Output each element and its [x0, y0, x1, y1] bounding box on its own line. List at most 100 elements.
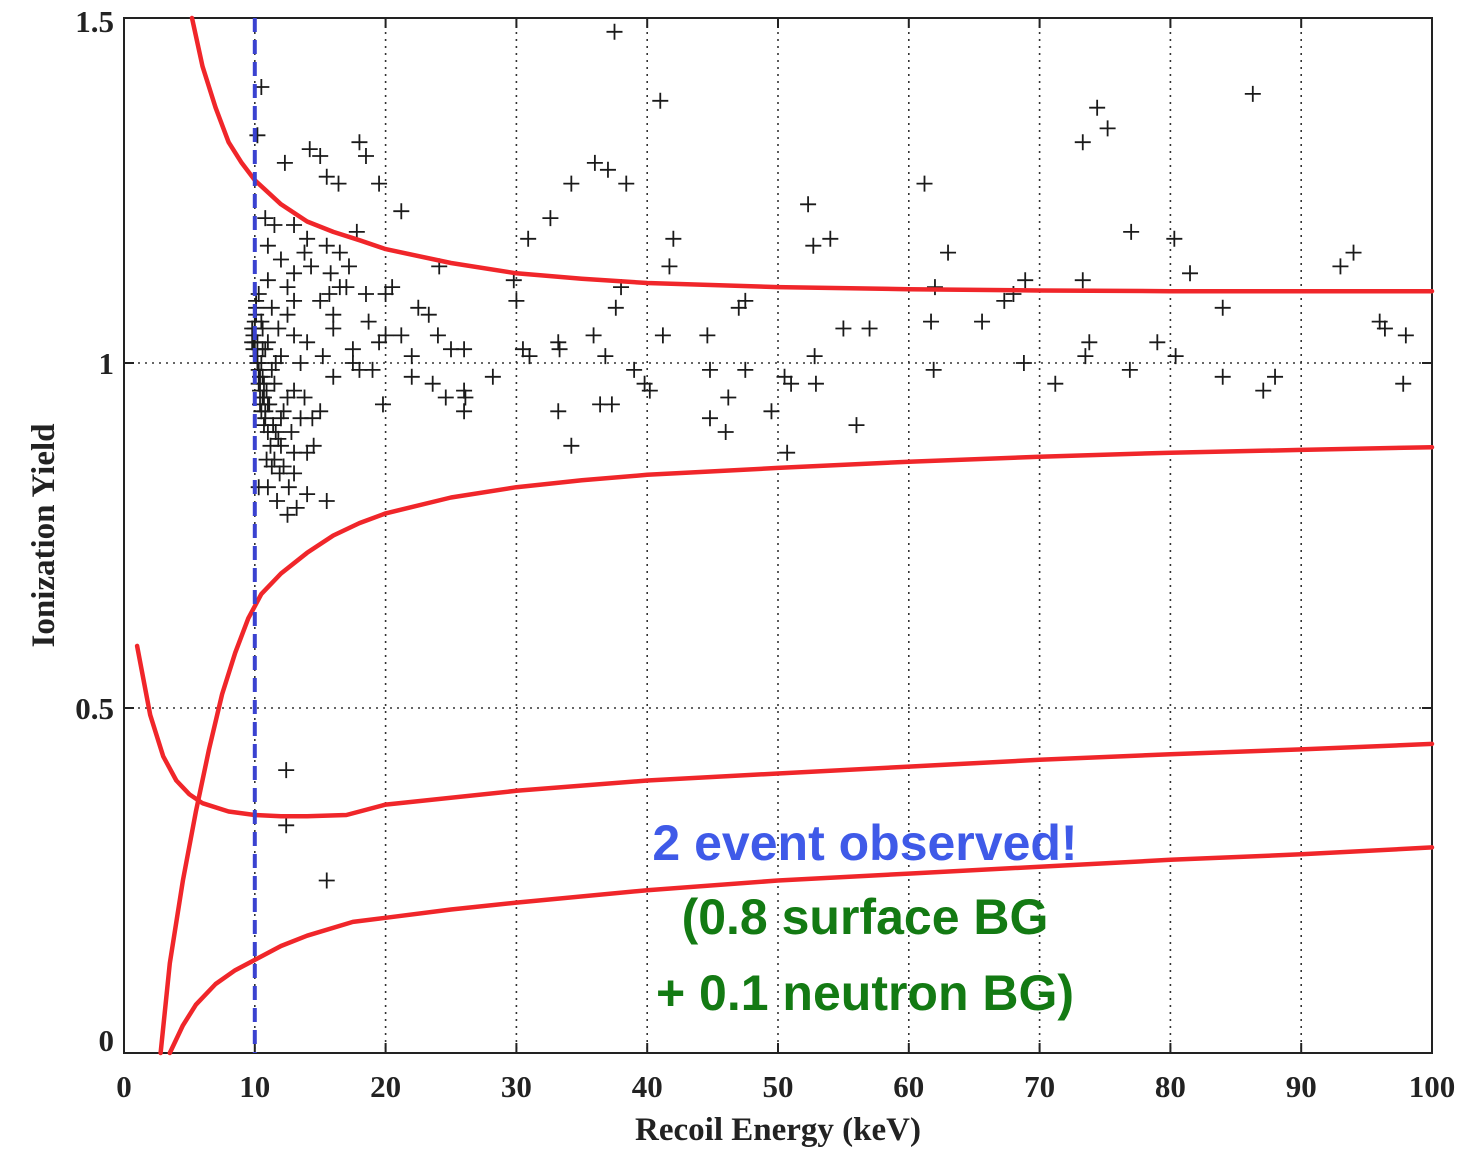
data-point [266, 451, 283, 468]
annotation-line-1: 2 event observed! [652, 815, 1077, 871]
data-point [665, 230, 682, 247]
data-point [654, 327, 671, 344]
data-point [1167, 348, 1184, 365]
data-point [641, 382, 658, 399]
data-point [550, 334, 567, 351]
data-point [848, 417, 865, 434]
x-axis-label: Recoil Energy (keV) [635, 1112, 921, 1148]
data-point [330, 175, 347, 192]
data-point [265, 417, 282, 434]
data-point [717, 424, 734, 440]
data-point [1074, 134, 1091, 151]
data-point [299, 444, 316, 461]
data-point [586, 154, 603, 171]
data-point [270, 320, 287, 337]
data-point [923, 313, 940, 330]
data-point [312, 403, 329, 420]
x-tick-label: 90 [1286, 1069, 1317, 1104]
band-curve-4 [167, 845, 1435, 1056]
data-point [800, 196, 817, 213]
data-point [261, 396, 278, 413]
data-point [783, 375, 800, 392]
data-point [626, 361, 643, 378]
data-point [296, 244, 313, 261]
data-point [286, 465, 303, 482]
data-point [763, 403, 780, 420]
data-point [551, 341, 568, 358]
data-point [779, 444, 796, 461]
data-point [377, 286, 394, 302]
data-point [974, 313, 991, 330]
data-point [272, 410, 289, 427]
data-point [286, 265, 303, 282]
y-tick-label: 0.5 [75, 691, 114, 726]
data-point [484, 368, 501, 385]
data-point [299, 230, 316, 247]
data-point [325, 320, 342, 337]
data-points [244, 23, 1414, 889]
data-point [1332, 258, 1349, 275]
data-point [255, 375, 272, 392]
data-point [280, 479, 297, 496]
data-point [286, 382, 303, 399]
data-point [340, 258, 357, 275]
data-point [652, 92, 669, 109]
data-point [269, 493, 286, 509]
data-point [563, 437, 580, 454]
data-point [360, 313, 377, 330]
annotation-line-2: (0.8 surface BG [682, 889, 1049, 945]
data-point [1376, 320, 1393, 337]
data-point [331, 244, 348, 261]
annotation-line-3: + 0.1 neutron BG) [656, 965, 1074, 1021]
data-point [585, 327, 602, 344]
data-point [916, 175, 933, 192]
data-point [701, 361, 718, 378]
data-point [374, 396, 391, 413]
data-point [292, 355, 309, 371]
data-point [244, 334, 261, 351]
data-point [278, 762, 295, 779]
data-point [521, 348, 538, 365]
data-point [1397, 327, 1414, 344]
data-point [403, 368, 420, 385]
data-point [286, 292, 303, 309]
data-point [1089, 99, 1106, 116]
data-point [296, 389, 313, 406]
data-point [701, 410, 718, 427]
data-point [926, 279, 943, 296]
data-point [1255, 382, 1272, 399]
data-point [292, 410, 309, 427]
data-point [550, 403, 567, 420]
data-point [253, 355, 270, 371]
data-point [805, 237, 822, 254]
data-point [1214, 368, 1231, 385]
data-point [456, 382, 473, 399]
data-point [357, 286, 374, 302]
data-point [257, 410, 274, 427]
data-point [542, 210, 559, 227]
data-point [267, 355, 284, 371]
data-point [1121, 361, 1138, 378]
data-point [822, 230, 839, 247]
data-point [403, 348, 420, 365]
data-point [263, 299, 280, 316]
data-point [271, 465, 288, 482]
data-point [314, 348, 331, 365]
data-point [321, 286, 338, 302]
data-point [250, 361, 267, 378]
data-point [420, 306, 437, 323]
data-point [1099, 120, 1116, 137]
data-point [338, 279, 355, 296]
data-point [1214, 299, 1231, 316]
y-axis-label: Ionization Yield [26, 424, 62, 648]
data-point [299, 486, 316, 503]
data-point [1123, 223, 1140, 240]
y-tick-label: 1.5 [75, 4, 114, 39]
data-point [393, 327, 410, 344]
data-point [699, 327, 716, 344]
data-point [1077, 348, 1094, 365]
data-point [776, 368, 793, 385]
data-point [262, 437, 279, 454]
data-point [272, 251, 289, 268]
